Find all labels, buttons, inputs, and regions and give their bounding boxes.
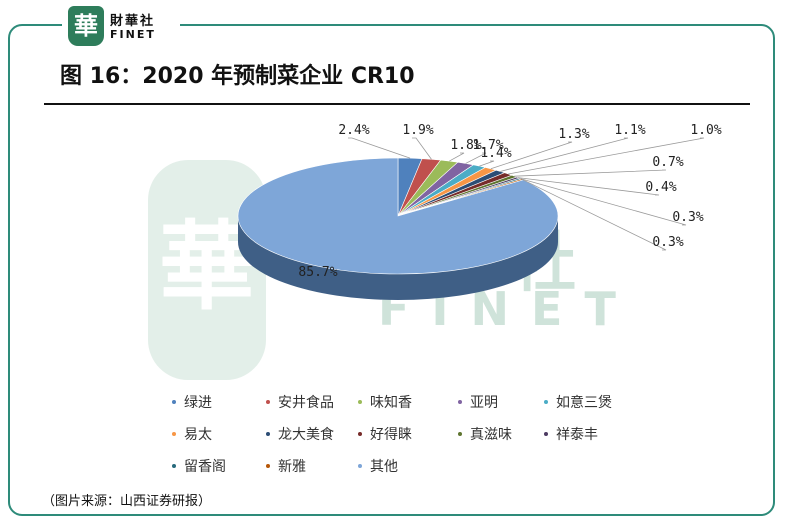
pie-label-如意三煲: 1.4% [480, 146, 511, 161]
legend-swatch [266, 464, 270, 468]
legend-item-安井食品: 安井食品 [266, 392, 334, 412]
legend-swatch [358, 432, 362, 436]
pie-label-其他: 85.7% [298, 265, 337, 280]
legend-item-龙大美食: 龙大美食 [266, 424, 334, 444]
pie-label-安井食品: 1.9% [402, 123, 433, 138]
pie-labels: 2.4% 1.9% 1.8%1.7%1.4% 1.3% 1.1% 1.0% 0.7% 0.4%… [298, 123, 721, 280]
legend-label: 味知香 [370, 395, 412, 411]
pie-label-绿进: 2.4% [338, 123, 369, 138]
leader-line-留香阁 [520, 178, 687, 226]
pie-top [237, 157, 559, 275]
legend-label: 留香阁 [184, 459, 226, 475]
leader-line-新雅 [522, 179, 667, 251]
logo-name-cn: 財華社 [110, 14, 156, 29]
legend-swatch [266, 432, 270, 436]
legend-swatch [266, 400, 270, 404]
leader-line-亚明 [465, 152, 487, 164]
leader-line-易太 [490, 141, 573, 170]
legend-item-真滋味: 真滋味 [458, 424, 512, 444]
finet-logo: 華 財華社 FINET [62, 4, 180, 48]
legend-swatch [172, 464, 176, 468]
legend-label: 真滋味 [470, 427, 512, 443]
source-note: （图片来源：山西证券研报） [42, 494, 212, 509]
pie-label-好得睐: 1.0% [690, 123, 721, 138]
logo-name-en: FINET [110, 28, 156, 41]
legend-label: 祥泰丰 [556, 427, 598, 443]
leader-line-安井食品 [412, 137, 432, 160]
legend-label: 龙大美食 [278, 427, 334, 443]
pie-label-新雅: 0.3% [652, 235, 683, 250]
legend-swatch [458, 400, 462, 404]
legend-item-新雅: 新雅 [266, 456, 306, 476]
legend-label: 易太 [184, 427, 212, 443]
legend-label: 其他 [370, 459, 398, 475]
legend-item-易太: 易太 [172, 424, 212, 444]
legend-swatch [544, 400, 548, 404]
title-divider [44, 103, 750, 105]
leader-line-祥泰丰 [517, 177, 660, 196]
legend-item-如意三煲: 如意三煲 [544, 392, 612, 412]
legend-swatch [544, 432, 548, 436]
watermark-seal [148, 160, 266, 380]
leader-line-真滋味 [514, 169, 667, 177]
legend-label: 安井食品 [278, 395, 334, 411]
pie-label-祥泰丰: 0.4% [645, 180, 676, 195]
pie-label-龙大美食: 1.1% [614, 123, 645, 138]
pie-label-真滋味: 0.7% [652, 155, 683, 170]
legend-item-亚明: 亚明 [458, 392, 498, 412]
logo-seal: 華 [68, 6, 104, 46]
pie-label-亚明: 1.7% [472, 138, 503, 153]
pie-side-12-0 [238, 216, 558, 300]
legend-swatch [358, 400, 362, 404]
chart-title: 图 16：2020 年预制菜企业 CR10 [60, 64, 415, 89]
legend-swatch [358, 464, 362, 468]
leader-line-龙大美食 [500, 137, 629, 172]
leader-line-味知香 [449, 152, 465, 162]
legend-swatch [458, 432, 462, 436]
legend-swatch [172, 400, 176, 404]
legend-label: 新雅 [278, 459, 306, 475]
legend-label: 绿进 [184, 395, 212, 411]
pie-label-味知香: 1.8% [450, 138, 481, 153]
pie-slice-其他 [237, 157, 559, 275]
legend-label: 好得睐 [370, 427, 412, 443]
legend-item-其他: 其他 [358, 456, 398, 476]
leader-line-如意三煲 [479, 160, 495, 167]
pie-label-留香阁: 0.3% [672, 210, 703, 225]
pie-side [238, 216, 558, 300]
legend-label: 亚明 [470, 395, 498, 411]
legend-swatch [172, 432, 176, 436]
legend-item-味知香: 味知香 [358, 392, 412, 412]
pie-label-易太: 1.3% [558, 127, 589, 142]
legend-label: 如意三煲 [556, 395, 612, 411]
legend-item-好得睐: 好得睐 [358, 424, 412, 444]
leader-line-绿进 [348, 137, 411, 159]
legend-item-祥泰丰: 祥泰丰 [544, 424, 598, 444]
legend-item-留香阁: 留香阁 [172, 456, 226, 476]
legend-item-绿进: 绿进 [172, 392, 212, 412]
chart-frame [8, 24, 775, 516]
leader-line-好得睐 [508, 137, 705, 175]
